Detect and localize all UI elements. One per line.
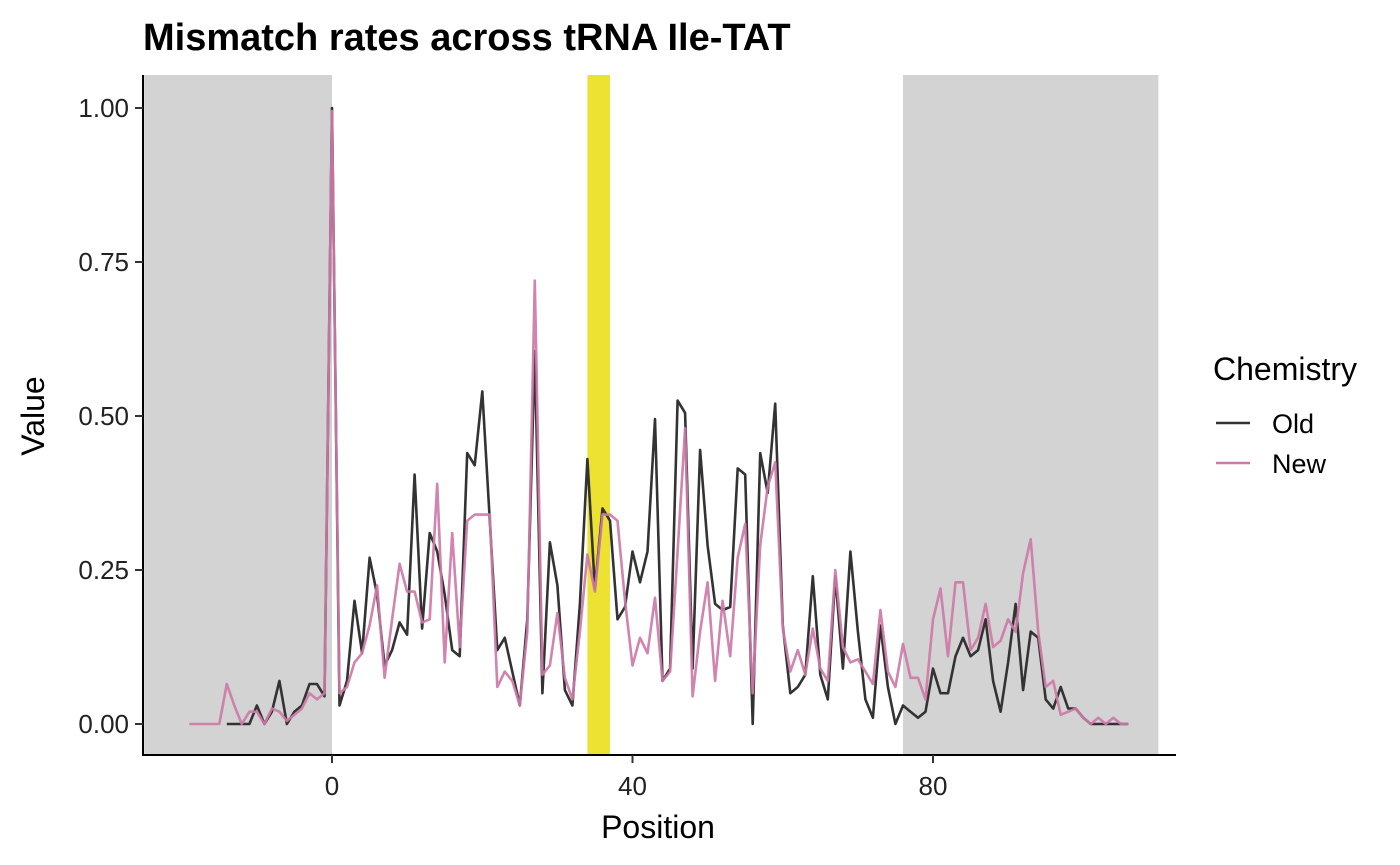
chart-title: Mismatch rates across tRNA Ile-TAT: [143, 17, 791, 59]
y-tick-label: 0.00: [78, 709, 129, 739]
legend-items: Old New: [1216, 409, 1327, 479]
shaded-regions: [144, 75, 1159, 755]
shaded-region-1: [902, 75, 1159, 755]
y-tick-label: 1.00: [78, 93, 129, 123]
y-axis-title: Value: [15, 376, 51, 455]
y-tick-label: 0.50: [78, 401, 129, 431]
legend: Chemistry Old New: [1213, 351, 1357, 479]
y-tick-label: 0.25: [78, 555, 129, 585]
x-tick-label: 80: [919, 771, 948, 801]
x-axis-ticks: 0 40 80: [325, 755, 948, 801]
x-tick-label: 0: [325, 771, 339, 801]
shaded-region-0: [144, 75, 332, 755]
legend-label-new: New: [1272, 449, 1327, 479]
series-lines: [189, 106, 1129, 726]
x-axis-title: Position: [601, 809, 715, 845]
x-tick-label: 40: [618, 771, 647, 801]
legend-title: Chemistry: [1213, 351, 1357, 387]
legend-label-old: Old: [1272, 409, 1314, 439]
y-tick-label: 0.75: [78, 247, 129, 277]
y-axis-ticks: 0.00 0.25 0.50 0.75 1.00: [78, 93, 143, 739]
series-line-new: [189, 109, 1129, 726]
shaded-region-2: [587, 75, 610, 755]
